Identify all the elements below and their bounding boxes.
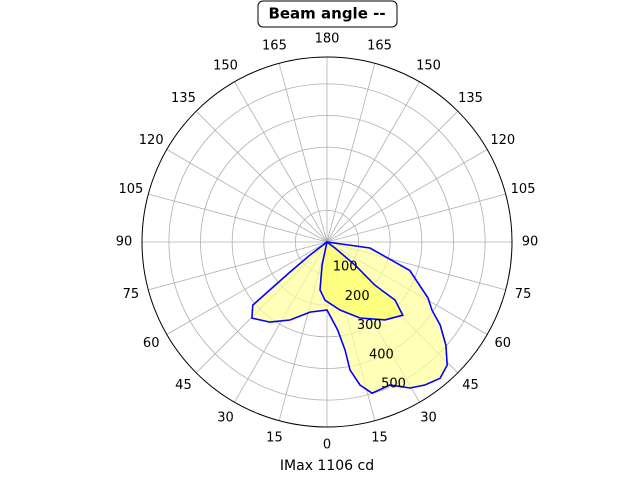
angle-tick-label: 165 (367, 38, 392, 53)
angular-grid-line (195, 110, 328, 243)
angle-tick-label: 75 (515, 287, 532, 302)
angular-grid-line (278, 63, 328, 243)
beam-area (320, 242, 403, 320)
radial-tick-label: 300 (357, 318, 382, 333)
data-layer (251, 240, 449, 395)
angular-grid-line (326, 110, 459, 243)
x-axis-label: IMax 1106 cd (280, 458, 374, 474)
angle-tick-label: 135 (171, 91, 196, 106)
angle-tick-label: 15 (371, 431, 388, 446)
angle-tick-label: 60 (143, 336, 160, 351)
angle-tick-label: 120 (490, 133, 515, 148)
beam-line (319, 240, 404, 321)
angle-tick-label: 15 (266, 431, 283, 446)
beam-line (251, 241, 449, 395)
outer-circle (141, 56, 513, 428)
angular-grid-line (148, 193, 328, 243)
angle-tick-label: 150 (213, 59, 238, 74)
angular-grid-line (148, 241, 328, 291)
angle-tick-label: 45 (175, 378, 192, 393)
radial-tick-label: 100 (333, 260, 358, 275)
angle-tick-label: 105 (119, 182, 144, 197)
angle-tick-label: 135 (458, 91, 483, 106)
angular-grid-line (326, 81, 420, 243)
angle-tick-label: 150 (416, 59, 441, 74)
angle-tick-label: 0 (323, 438, 331, 453)
radial-tick-label: 200 (345, 289, 370, 304)
radial-tick-label: 400 (369, 347, 394, 362)
angular-grid-line (326, 63, 376, 243)
angle-tick-label: 105 (511, 182, 536, 197)
beam-area (251, 242, 448, 394)
angle-tick-label: 30 (420, 410, 437, 425)
angle-tick-label: 165 (262, 38, 287, 53)
angle-tick-label: 75 (123, 287, 140, 302)
angle-tick-label: 120 (139, 133, 164, 148)
angle-tick-label: 90 (116, 235, 133, 250)
labels: 0 15 30 45 60 75 90 105 120 135 150 165 180 165 150 135… (116, 32, 539, 453)
angle-tick-label: 45 (462, 378, 479, 393)
angle-tick-label: 90 (522, 235, 539, 250)
angle-tick-label: 30 (217, 410, 234, 425)
angle-tick-label: 60 (495, 336, 512, 351)
angle-tick-label: 180 (315, 32, 340, 47)
angular-grid-line (326, 149, 488, 243)
angular-grid-line (166, 149, 328, 243)
chart-title: Beam angle -- (268, 5, 385, 23)
radial-tick-label: 500 (381, 377, 406, 392)
angular-grid-line (326, 193, 506, 243)
angular-grid-line (166, 241, 328, 335)
title-box (257, 0, 398, 28)
angular-grid-line (234, 81, 328, 243)
